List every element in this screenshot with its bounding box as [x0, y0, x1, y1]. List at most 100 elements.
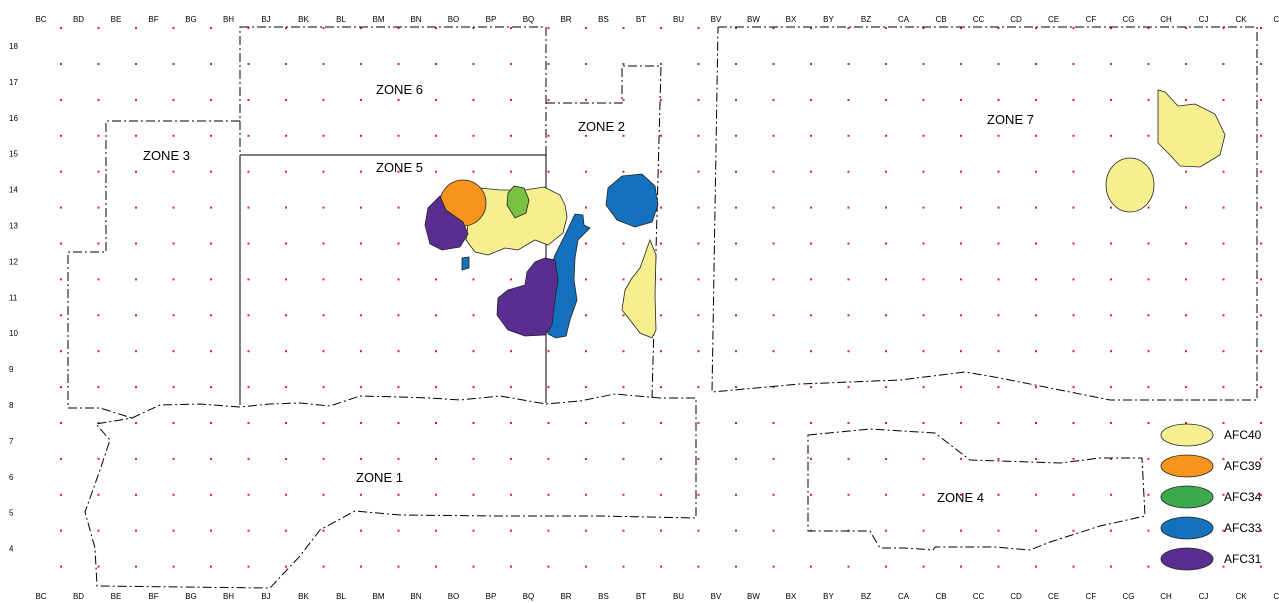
column-label-bottom-br: BR [560, 592, 571, 601]
grid-point [585, 134, 587, 137]
grid-point [810, 242, 812, 245]
grid-point [1260, 242, 1262, 245]
grid-point [735, 170, 737, 173]
grid-point [472, 134, 475, 137]
legend-label-afc33: AFC33 [1224, 521, 1262, 535]
grid-point [247, 493, 250, 496]
grid-point [172, 134, 175, 137]
grid-point [847, 493, 850, 496]
grid-point [1110, 350, 1112, 353]
grid-point [997, 386, 1000, 389]
zone-7-label: ZONE 7 [987, 112, 1034, 127]
grid-point [547, 63, 550, 65]
grid-point [97, 134, 100, 137]
grid-point [997, 134, 1000, 137]
grid-point [247, 457, 250, 460]
grid-point [472, 386, 475, 389]
legend-swatch-afc31 [1160, 547, 1214, 571]
grid-point [735, 27, 737, 30]
grid-point [1222, 529, 1225, 532]
column-label-top-bm: BM [373, 15, 385, 24]
grid-point [1185, 170, 1187, 173]
column-label-bottom-ca: CA [898, 592, 910, 601]
column-label-bottom-bw: BW [747, 592, 760, 601]
grid-point [622, 529, 625, 532]
grid-point [322, 98, 325, 101]
afc40-blob-zone5 [465, 186, 568, 256]
grid-point [697, 242, 700, 245]
grid-point [285, 134, 287, 137]
grid-point [1185, 314, 1187, 317]
column-label-top-bw: BW [747, 15, 760, 24]
grid-point [60, 314, 62, 317]
grid-point [885, 134, 887, 137]
zone-2-label: ZONE 2 [578, 119, 625, 134]
grid-point [735, 242, 737, 245]
grid-point [60, 206, 62, 209]
grid-point [1147, 493, 1150, 496]
grid-point [622, 386, 625, 389]
grid-point [1072, 314, 1075, 317]
grid-point [697, 529, 700, 532]
grid-point [772, 98, 775, 101]
grid-point [997, 206, 1000, 209]
grid-point [1185, 350, 1187, 353]
grid-point [435, 314, 437, 317]
grid-point [135, 314, 137, 317]
row-label-17: 17 [9, 78, 18, 87]
grid-point [772, 63, 775, 65]
grid-point [510, 565, 512, 568]
grid-point [1147, 206, 1150, 209]
grid-point [1035, 386, 1037, 389]
grid-point [247, 529, 250, 532]
grid-point [435, 565, 437, 568]
grid-point [210, 386, 212, 389]
grid-point [772, 493, 775, 496]
column-label-top-bj: BJ [261, 15, 270, 24]
grid-point [210, 493, 212, 496]
row-label-5: 5 [9, 509, 14, 518]
grid-point [285, 386, 287, 389]
grid-point [1260, 386, 1262, 389]
column-label-bottom-bx: BX [786, 592, 797, 601]
grid-point [1110, 422, 1112, 424]
grid-point [97, 386, 100, 389]
grid-point [772, 457, 775, 460]
grid-point [585, 350, 587, 353]
grid-point [622, 170, 625, 173]
grid-point [322, 422, 325, 424]
row-label-15: 15 [9, 150, 18, 159]
grid-point [1072, 457, 1075, 460]
grid-point [922, 242, 925, 245]
afc34-blob [506, 185, 530, 219]
grid-point [847, 206, 850, 209]
grid-point [60, 63, 62, 65]
grid-point [585, 98, 587, 101]
column-label-bottom-bt: BT [636, 592, 646, 601]
grid-point [885, 386, 887, 389]
grid-point [960, 170, 962, 173]
grid-point [397, 493, 400, 496]
grid-point [435, 98, 437, 101]
grid-point [960, 206, 962, 209]
grid-point [622, 242, 625, 245]
legend-label-afc31: AFC31 [1224, 552, 1262, 566]
grid-point [435, 386, 437, 389]
column-label-bottom-bz: BZ [861, 592, 871, 601]
grid-point [922, 422, 925, 424]
grid-point [1110, 206, 1112, 209]
column-labels-top: BC BD BE BF BG BH BJ BK BL BM BN BO BP BQ BR BS BT BU BV BW… [35, 15, 1279, 24]
grid-point [547, 27, 550, 30]
grid-point [922, 457, 925, 460]
grid-point [1072, 27, 1075, 30]
grid-point [885, 493, 887, 496]
column-label-top-bc: BC [35, 15, 46, 24]
grid-point [360, 350, 362, 353]
grid-point [960, 422, 962, 424]
afc33-footprints [461, 173, 659, 339]
grid-point [697, 98, 700, 101]
grid-point [960, 98, 962, 101]
column-label-bottom-cg: CG [1123, 592, 1135, 601]
column-label-bottom-cj: CJ [1199, 592, 1209, 601]
grid-point [172, 170, 175, 173]
